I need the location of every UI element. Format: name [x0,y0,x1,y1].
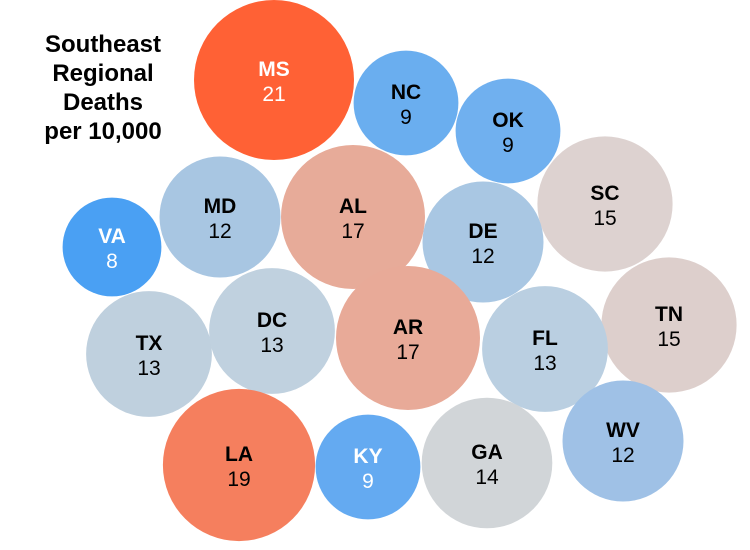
bubble-state-label: FL [532,327,558,350]
bubble-value-label: 17 [341,220,364,243]
chart-title-line-4: per 10,000 [44,118,162,145]
bubble-circle-tx [86,291,212,417]
chart-title: Southeast Regional Deaths per 10,000 [18,30,188,146]
bubble-circle-ok [455,78,561,184]
bubble-circle-tn [601,257,737,393]
bubble-state-label: TX [136,332,163,355]
bubble-state-label: AR [393,316,423,339]
bubble-state-label: MS [258,58,290,81]
bubble-value-label: 12 [611,444,634,467]
bubble-circle-sc [537,136,673,272]
chart-title-line-3: Deaths [62,89,144,116]
bubble-state-label: WV [606,419,640,442]
bubble-state-label: LA [225,443,253,466]
bubble-state-label: OK [492,109,524,132]
bubble-state-label: TN [655,303,683,326]
chart-title-line-2: Regional [52,60,154,87]
bubble-state-label: VA [98,225,126,248]
bubble-state-label: SC [590,182,619,205]
bubble-ky: KY9 [315,414,421,520]
bubble-ok: OK9 [455,78,561,184]
bubble-value-label: 19 [227,468,250,491]
bubble-value-label: 13 [137,357,160,380]
bubble-state-label: MD [204,195,237,218]
bubble-state-label: KY [353,445,382,468]
bubble-circle-ga [421,397,553,529]
bubble-circle-al [281,145,425,289]
bubble-circle-nc [353,50,459,156]
bubble-value-label: 21 [262,83,285,106]
bubble-value-label: 15 [593,207,616,230]
bubble-nc: NC9 [353,50,459,156]
bubble-value-label: 8 [106,250,118,273]
bubble-value-label: 12 [471,245,494,268]
bubble-circle-ky [315,414,421,520]
bubble-circle-ar [336,266,480,410]
bubble-circle-md [159,156,281,278]
bubble-state-label: DC [257,309,287,332]
bubble-circle-la [162,388,316,542]
bubble-circle-va [62,197,162,297]
bubble-value-label: 17 [396,341,419,364]
bubble-value-label: 13 [533,352,556,375]
bubble-value-label: 12 [208,220,231,243]
bubble-state-label: GA [471,441,503,464]
bubble-value-label: 14 [475,466,499,489]
bubble-state-label: DE [468,220,497,243]
bubble-circle-ms [194,0,354,160]
bubble-circle-dc [209,268,335,394]
bubble-va: VA8 [62,197,162,297]
bubble-value-label: 9 [362,470,374,493]
chart-title-line-1: Southeast [44,31,161,58]
bubble-circle-wv [562,380,684,502]
bubble-state-label: NC [391,81,421,104]
bubble-value-label: 13 [260,334,283,357]
bubble-circle-de [422,181,544,303]
bubble-circle-fl [482,286,608,412]
bubble-state-label: AL [339,195,367,218]
bubble-value-label: 9 [502,134,514,157]
bubble-value-label: 15 [657,328,680,351]
bubble-value-label: 9 [400,106,412,129]
